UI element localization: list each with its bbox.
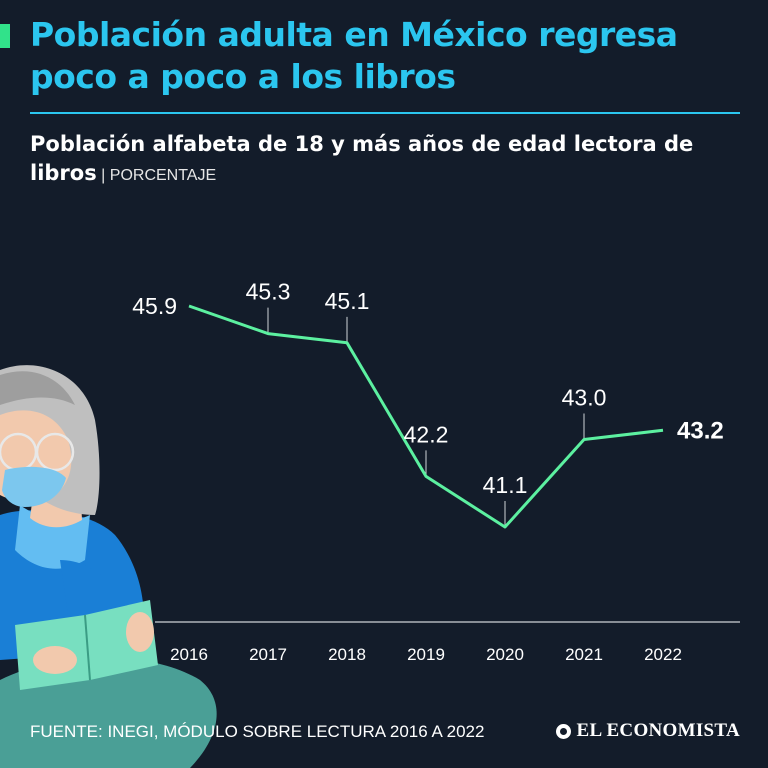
x-tick-2018: 2018 [328, 645, 366, 664]
reader-hand-right [126, 612, 154, 652]
brand-logo: EL ECONOMISTA [555, 720, 741, 742]
series-line [188, 304, 664, 529]
x-tick-2020: 2020 [486, 645, 524, 664]
reader-hand-left [33, 646, 77, 674]
reader-glasses-right [35, 432, 75, 472]
reader-face-mask [2, 466, 66, 507]
reader-lap [0, 657, 217, 768]
brand-icon [555, 723, 571, 739]
x-tick-2017: 2017 [249, 645, 287, 664]
x-tick-2021: 2021 [565, 645, 603, 664]
chart-subtitle: Población alfabeta de 18 y más años de e… [30, 130, 750, 190]
value-label-2019: 42.2 [404, 421, 449, 447]
page-title: Población adulta en México regresa poco … [30, 15, 678, 96]
title-accent-bar [0, 24, 10, 48]
x-tick-2019: 2019 [407, 645, 445, 664]
x-tick-2016: 2016 [170, 645, 208, 664]
value-label-2018: 45.1 [325, 288, 370, 314]
reader-hair-front [0, 371, 75, 405]
chart-subtitle-text: Población alfabeta de 18 y más años de e… [30, 132, 694, 185]
value-label-2016: 45.9 [132, 293, 177, 319]
source-note: FUENTE: INEGI, MÓDULO SOBRE LECTURA 2016… [30, 722, 485, 741]
value-label-2022: 43.2 [677, 417, 724, 444]
reader-illustration [0, 365, 217, 768]
value-label-2021: 43.0 [562, 385, 607, 411]
value-label-2020: 41.1 [483, 472, 528, 498]
brand-name: EL ECONOMISTA [576, 720, 740, 741]
chart-unit-label: PORCENTAJE [109, 167, 217, 184]
value-label-2017: 45.3 [246, 279, 291, 305]
chart-unit-separator: | [96, 167, 110, 184]
title-divider [30, 112, 740, 114]
x-tick-2022: 2022 [644, 645, 682, 664]
reader-book-spine [84, 614, 91, 681]
